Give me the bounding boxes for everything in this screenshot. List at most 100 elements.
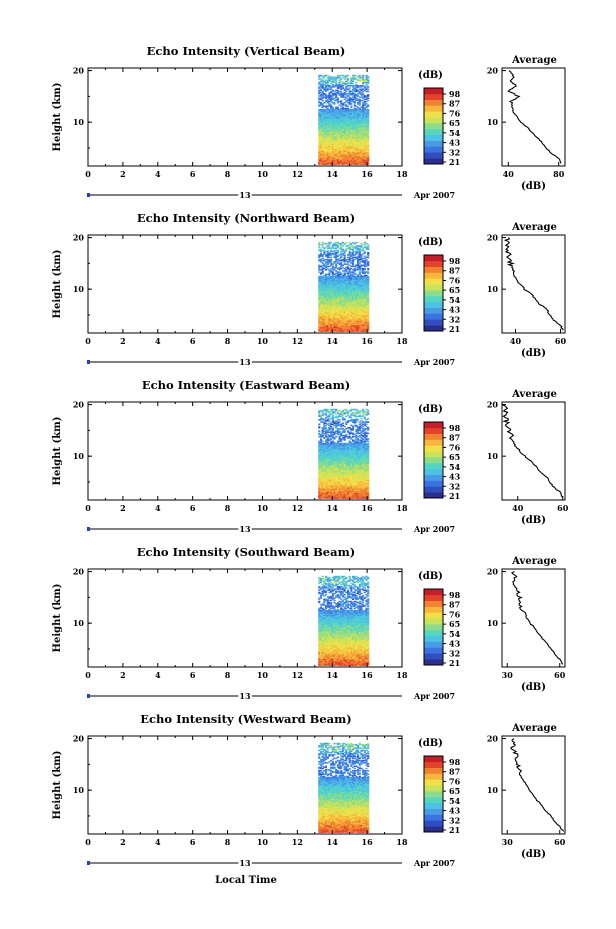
heatmap-cell [340,156,343,159]
heatmap-cell [357,324,360,327]
heatmap-cell [362,493,365,496]
heatmap-cell [323,491,326,494]
heatmap-cell [358,163,361,165]
heatmap-cell [351,296,355,298]
heatmap-cell [333,121,336,123]
heatmap-cell [323,304,326,306]
heatmap-cell [357,255,360,257]
heatmap-cell [343,108,346,111]
heatmap-cell [346,142,350,145]
heatmap-cell [353,115,356,118]
heatmap-cell [321,79,324,81]
heatmap-cell [365,474,368,477]
heatmap-cell [331,147,334,149]
heatmap-cell [318,137,321,139]
heatmap-cell [338,128,341,130]
heatmap-cell [340,290,343,293]
heatmap-cell [333,291,336,294]
heatmap-cell [318,81,321,84]
heatmap-cell [330,305,333,307]
heatmap-cell [350,275,353,278]
heatmap-cell [340,247,343,250]
heatmap-cell [357,161,360,163]
heatmap-cell [348,154,351,156]
heatmap-cell [360,141,363,144]
heatmap-cell [357,299,360,302]
heatmap-cell [333,316,336,319]
heatmap-cell [318,105,321,107]
heatmap-cell [340,116,343,119]
heatmap-cell [357,259,360,262]
heatmap-cell [350,299,353,302]
heatmap-cell [325,261,328,263]
heatmap-cell [363,320,366,322]
heatmap-cell [350,78,353,80]
heatmap-cell [357,130,360,132]
heatmap-cell [341,279,344,281]
heatmap-cell [319,497,323,499]
heatmap-cell [365,314,368,316]
heatmap-cell [340,102,343,104]
heatmap-cell [336,85,339,87]
heatmap-cell [325,254,328,256]
heatmap-cell [336,497,339,499]
heatmap-cell [330,131,333,134]
heatmap-cell [358,472,361,474]
heatmap-cell [318,284,321,287]
heatmap-cell [343,116,346,119]
heatmap-cell [335,286,338,288]
heatmap-cell [338,320,341,322]
heatmap-cell [341,264,344,267]
heatmap-cell [326,100,329,103]
heatmap-cell [343,81,346,84]
heatmap-cell [351,99,355,102]
heatmap-cell [357,102,360,104]
heatmap-cell [336,113,339,115]
heatmap-cell [323,155,326,157]
heatmap-cell [331,305,334,307]
heatmap-cell [341,117,344,120]
heatmap-cell [358,273,361,276]
heatmap-cell [353,74,356,77]
heatmap-cell [367,287,370,289]
heatmap-cell [321,82,324,85]
heatmap-cell [358,479,361,481]
heatmap-cell [335,282,338,285]
heatmap-cell [346,245,350,247]
heatmap-cell [326,314,329,316]
heatmap-cell [330,91,333,94]
heatmap-cell [345,492,348,495]
heatmap-cell [355,320,358,322]
heatmap-cell [325,284,328,287]
heatmap-cell [318,281,321,284]
heatmap-cell [331,131,334,134]
heatmap-cell [363,151,366,154]
heatmap-cell [343,467,346,470]
heatmap-cell [333,117,336,120]
heatmap-cell [331,484,334,487]
heatmap-cell [346,162,350,164]
heatmap-cell [340,316,343,319]
heatmap-cell [331,90,334,93]
heatmap-cell [331,154,334,156]
heatmap-cell [341,282,344,285]
heatmap-cell [325,131,328,134]
heatmap-cell [353,299,356,302]
heatmap-cell [328,113,331,115]
heatmap-cell [357,149,360,152]
heatmap-cell [348,279,351,281]
heatmap-cell [331,108,334,111]
heatmap-cell [325,294,328,296]
heatmap-cell [365,493,368,496]
heatmap-cell [362,478,365,480]
heatmap-cell [363,291,366,294]
heatmap-cell [367,471,370,473]
heatmap-cell [351,130,355,132]
heatmap-cell [333,287,336,289]
heatmap-cell [353,161,356,163]
heatmap-cell [330,123,333,126]
heatmap-cell [321,305,324,307]
heatmap-cell [319,119,323,121]
heatmap-cell [326,130,329,132]
heatmap-cell [365,130,368,132]
